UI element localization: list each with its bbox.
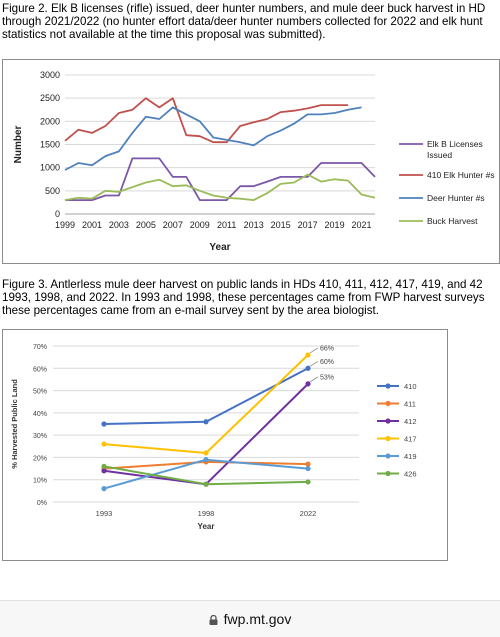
y-tick-label: 0% [37,500,47,507]
y-tick-label: 20% [33,455,47,462]
data-point [101,421,107,427]
figure-2-chart: 0 500 1000 1500 2000 2500 3000 1999 2001 2003 2005… [2,59,500,264]
x-tick-label: 1993 [96,509,113,518]
y-tick-label: 40% [33,411,47,418]
legend-label: Issued [427,150,452,160]
figure-2-caption: Figure 2. Elk B licenses (rifle) issued,… [2,2,500,41]
y-tick-label: 70% [33,344,47,351]
series-line-2 [103,383,309,486]
data-point [305,365,311,371]
caption-line: Figure 3. Antlerless mule deer harvest o… [2,278,483,291]
data-point [203,419,209,425]
x-tick-label: 2021 [352,220,372,230]
callout-line [309,376,319,383]
series-line-3 [103,354,309,454]
caption-line: 1993, 1998, and 2022. In 1993 and 1998, … [2,291,485,304]
legend-label: 410 [404,382,417,391]
legend-marker [385,453,391,459]
legend-label: Deer Hunter #s [427,193,485,203]
y-tick-label: 1000 [40,163,60,173]
legend-label: 417 [404,435,417,444]
legend-marker [385,400,391,407]
data-point [305,381,311,387]
legend-marker [385,435,391,442]
y-tick-label: 3000 [40,70,60,80]
x-axis-title: Year [198,522,215,531]
series-line-0 [103,367,309,425]
figure-3-svg: 0% 10% 20% 30% 40% 50% 60% 70% 1993 1998 2022 Year%… [10,344,417,531]
series-line-0 [65,157,376,202]
y-tick-label: 30% [33,433,47,440]
browser-bottom-bar [0,600,500,637]
y-tick-label: 60% [33,366,47,373]
legend-label: 419 [404,452,417,461]
y-tick-label: 0 [55,209,60,219]
url-bar[interactable]: fwp.mt.gov [0,611,500,627]
x-tick-label: 2007 [163,220,183,230]
x-tick-label: 2015 [271,220,291,230]
x-tick-label: 1998 [198,509,215,518]
legend-label: 426 [404,470,417,479]
x-tick-label: 2013 [244,220,264,230]
data-point [203,457,209,463]
data-point [101,463,107,469]
legend-label: Elk B Licenses [427,139,483,149]
data-point [305,461,311,467]
series-line-3 [64,173,376,202]
y-axis-title: % Harvested Public Land [10,379,19,469]
legend-label: Buck Harvest [427,216,478,226]
data-point [305,479,311,485]
caption-line: Figure 2. Elk B licenses (rifle) issued,… [2,2,486,15]
y-tick-label: 50% [33,389,47,396]
x-tick-label: 2003 [109,220,129,230]
lock-icon [209,615,218,625]
data-point [203,450,209,456]
x-tick-label: 2011 [217,220,236,230]
y-tick-label: 2500 [40,93,60,103]
data-point [203,481,209,487]
figure-3-chart: 0% 10% 20% 30% 40% 50% 60% 70% 1993 1998 2022 Year%… [2,329,448,561]
callout-line [309,347,319,354]
x-tick-label: 2019 [325,220,345,230]
y-tick-label: 10% [33,478,47,485]
legend-marker [385,418,391,424]
data-point [101,441,107,447]
y-tick-label: 500 [45,186,60,196]
url-text: fwp.mt.gov [223,611,292,627]
legend-label: 411 [404,400,416,409]
data-point [305,352,311,358]
data-label: 53% [320,374,334,381]
data-point [101,486,107,492]
x-tick-label: 2017 [298,220,318,230]
x-tick-label: 2022 [300,509,317,518]
legend-marker [385,383,391,389]
series-line-1 [64,97,348,144]
series-line-2 [64,106,362,171]
data-point [305,465,311,472]
y-tick-label: 1500 [40,140,60,150]
legend-marker [385,470,391,477]
caption-line: these percentages came from an e-mail su… [2,304,379,317]
data-label: 60% [320,359,334,366]
callout-line [309,360,319,367]
legend-label: 412 [404,417,417,426]
x-tick-label: 2009 [190,220,210,230]
x-tick-label: 2005 [136,220,156,230]
caption-line: through 2021/2022 (no hunter effort data… [2,15,483,28]
figure-2-svg: 0 500 1000 1500 2000 2500 3000 1999 2001 2003 2005… [13,70,495,253]
x-axis-title: Year [209,242,230,253]
data-point [101,468,107,474]
figure-3-caption: Figure 3. Antlerless mule deer harvest o… [2,278,500,317]
y-axis-title: Number [13,126,24,164]
x-tick-label: 2001 [82,220,102,230]
legend-label: 410 Elk Hunter #s [427,170,495,180]
y-tick-label: 2000 [40,116,60,126]
x-tick-label: 1999 [55,220,75,230]
data-label: 66% [320,345,334,352]
caption-line: statistics not available at the time thi… [2,28,326,41]
